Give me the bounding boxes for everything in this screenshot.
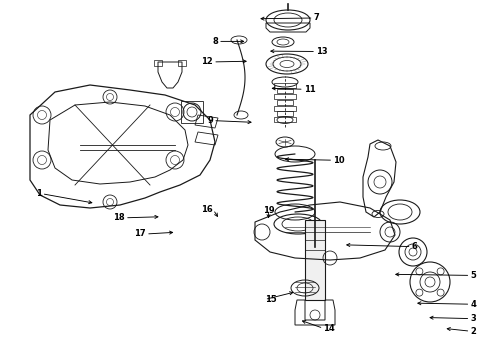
- Bar: [277, 112, 293, 116]
- Text: 13: 13: [316, 47, 328, 56]
- Bar: [274, 117, 296, 122]
- Bar: [154, 60, 162, 66]
- Text: 11: 11: [304, 85, 316, 94]
- Bar: [274, 94, 296, 99]
- Text: 3: 3: [470, 314, 476, 323]
- Text: 10: 10: [333, 156, 345, 165]
- Text: 7: 7: [314, 13, 319, 22]
- Text: 6: 6: [412, 242, 417, 251]
- Bar: [178, 60, 186, 66]
- Bar: [305, 220, 325, 300]
- Text: 19: 19: [263, 206, 274, 215]
- Text: 1: 1: [36, 189, 42, 198]
- Text: 14: 14: [323, 324, 335, 333]
- Bar: [277, 100, 293, 105]
- Text: 5: 5: [470, 271, 476, 280]
- Bar: [274, 106, 296, 111]
- Text: 17: 17: [134, 230, 146, 239]
- Bar: [274, 83, 296, 88]
- Text: 9: 9: [207, 116, 213, 125]
- Text: 2: 2: [470, 327, 476, 336]
- Bar: [181, 101, 203, 123]
- Text: 12: 12: [201, 57, 213, 66]
- Text: 4: 4: [470, 300, 476, 309]
- Text: 18: 18: [113, 213, 125, 222]
- Text: 15: 15: [265, 295, 276, 304]
- Text: 8: 8: [212, 37, 218, 46]
- Bar: [277, 89, 293, 94]
- Text: 16: 16: [201, 205, 213, 214]
